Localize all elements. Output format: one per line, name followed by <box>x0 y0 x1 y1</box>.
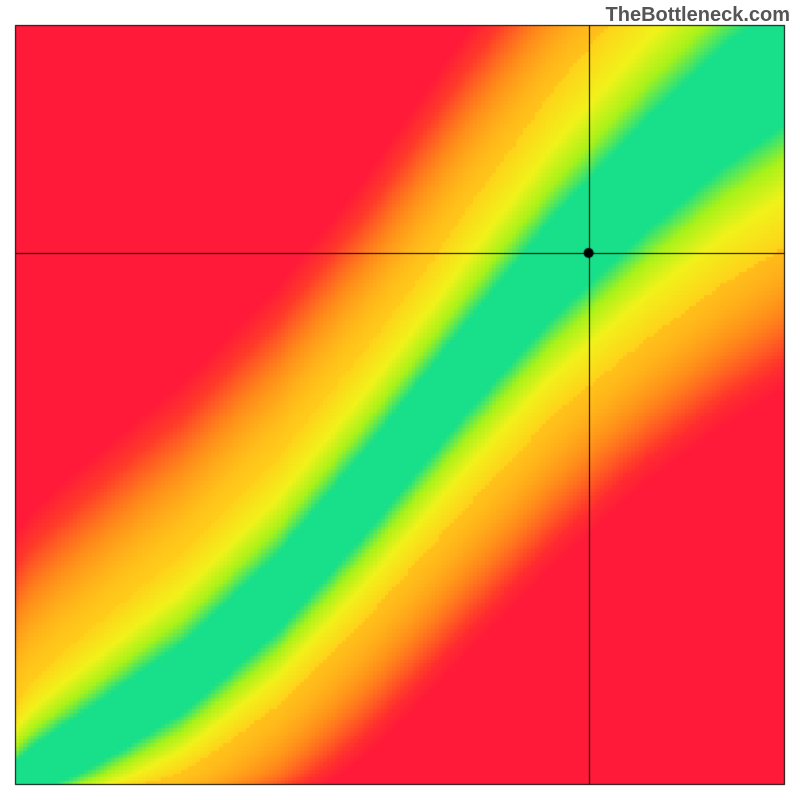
bottleneck-heatmap <box>0 0 800 800</box>
watermark-text: TheBottleneck.com <box>606 4 790 27</box>
chart-container: TheBottleneck.com <box>0 0 800 800</box>
